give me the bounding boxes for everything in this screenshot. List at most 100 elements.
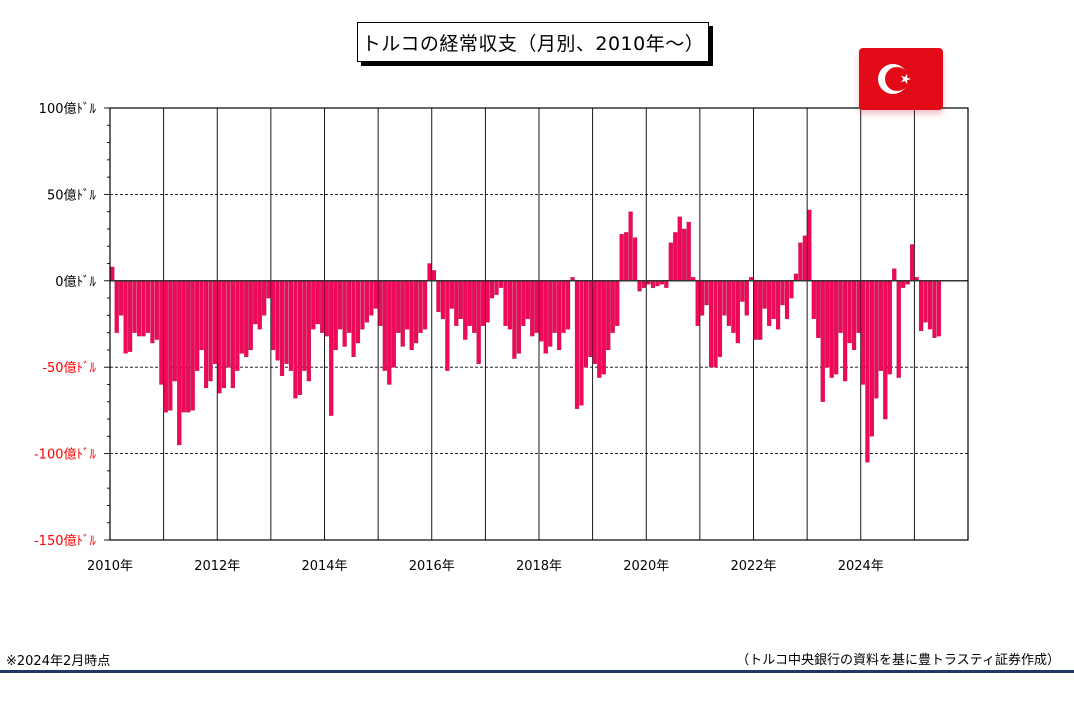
bar	[311, 280, 316, 330]
bar	[932, 280, 937, 338]
bar	[489, 280, 495, 299]
bar	[843, 280, 848, 382]
bar	[378, 280, 383, 326]
bar	[856, 280, 861, 333]
bar	[141, 280, 146, 337]
bar	[860, 280, 866, 385]
bar	[628, 211, 633, 281]
bar	[557, 280, 562, 351]
bar	[507, 280, 513, 330]
bar	[476, 280, 481, 364]
bar	[172, 280, 177, 382]
bar	[132, 280, 137, 333]
bar	[780, 280, 785, 306]
bar	[338, 280, 343, 330]
bar	[297, 280, 303, 395]
bar	[405, 280, 410, 330]
bar	[481, 280, 486, 326]
bar	[190, 280, 195, 411]
bar	[257, 280, 262, 330]
bar	[458, 280, 463, 319]
bar	[615, 280, 620, 326]
bar	[548, 280, 553, 347]
bar	[364, 280, 370, 323]
bar	[878, 280, 883, 371]
x-tick-label: 2022年	[730, 559, 776, 574]
y-tick-label: 50億ﾄﾞﾙ	[47, 187, 97, 203]
bar	[177, 280, 182, 446]
bar	[901, 280, 906, 288]
bar	[775, 280, 781, 330]
bar	[422, 280, 428, 330]
bar	[927, 280, 933, 330]
bar	[369, 280, 374, 316]
bar	[771, 280, 776, 319]
bar	[494, 280, 499, 295]
bar	[221, 280, 227, 389]
bar	[816, 280, 821, 338]
bar	[320, 280, 325, 333]
bar	[650, 280, 656, 288]
bar	[355, 280, 361, 344]
bar	[834, 280, 839, 375]
bar	[825, 280, 830, 368]
bar	[288, 280, 294, 371]
bar	[758, 280, 763, 340]
bar	[239, 280, 244, 354]
bar	[851, 280, 857, 351]
bar	[789, 280, 794, 299]
bar	[302, 280, 307, 371]
bar	[762, 280, 767, 309]
bar	[713, 280, 718, 368]
bar	[431, 270, 437, 281]
bar	[610, 280, 615, 333]
bar	[512, 280, 517, 359]
bar	[767, 280, 772, 326]
bar	[262, 280, 267, 316]
bar	[284, 280, 289, 364]
bar	[534, 280, 539, 333]
x-tick-label: 2024年	[838, 559, 884, 574]
plot-border	[109, 107, 969, 541]
x-axis: 2010年 2012年 2014年 2016年 2018年 2020年 2022年 2024年	[87, 559, 884, 574]
bar	[521, 280, 526, 326]
bar	[315, 280, 320, 325]
bar	[632, 237, 638, 281]
bar	[565, 280, 571, 330]
bar	[360, 280, 365, 330]
bar	[700, 280, 705, 316]
bar	[847, 280, 852, 344]
bar	[829, 280, 834, 378]
bar	[820, 280, 825, 402]
bar	[212, 280, 218, 364]
bar	[655, 280, 660, 287]
bar	[454, 280, 459, 326]
bar	[333, 280, 338, 351]
bar	[892, 268, 897, 281]
bar	[918, 280, 924, 332]
bar	[574, 280, 580, 409]
bar	[583, 280, 589, 368]
bar	[579, 280, 584, 406]
bar	[150, 280, 155, 344]
bar	[123, 280, 128, 354]
bar	[467, 280, 472, 326]
bar	[244, 280, 249, 357]
bar	[543, 280, 548, 354]
bar	[154, 280, 160, 340]
bar	[248, 280, 253, 351]
bar	[195, 280, 200, 371]
bar	[865, 280, 870, 463]
bar	[811, 280, 816, 319]
bar	[186, 280, 191, 413]
bar	[708, 280, 714, 368]
bar	[159, 280, 164, 385]
bar	[561, 280, 566, 333]
chart-title: トルコの経常収支（月別、2010年～）	[361, 32, 705, 55]
bar	[641, 280, 647, 288]
y-axis: 100億ﾄﾞﾙ 50億ﾄﾞﾙ 0億ﾄﾞﾙ -50億ﾄﾞﾙ -100億ﾄﾞﾙ -150億ﾄﾞ…	[34, 101, 110, 549]
bar	[624, 232, 629, 281]
bar	[525, 280, 530, 319]
bar	[163, 280, 168, 413]
